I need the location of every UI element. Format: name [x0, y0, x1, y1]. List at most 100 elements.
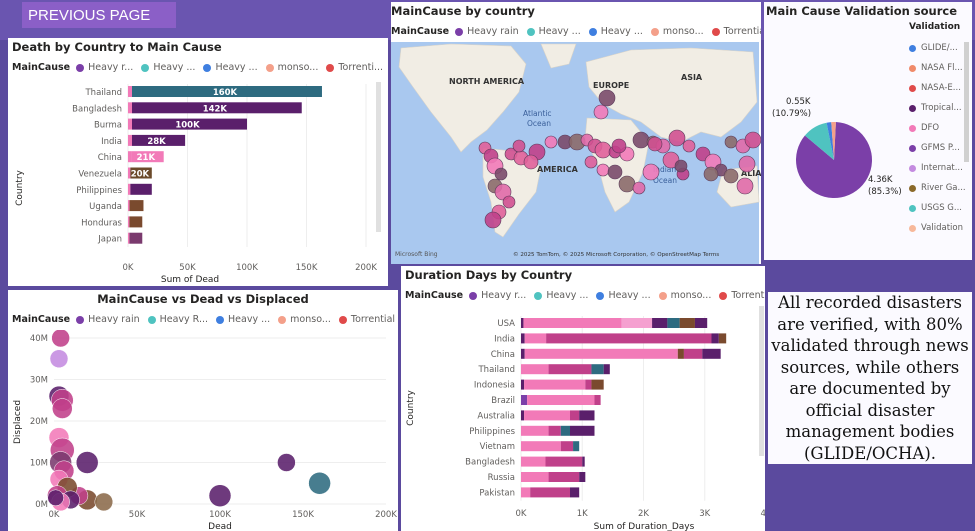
legend-item[interactable]: monso... [650, 26, 704, 37]
bar-segment[interactable] [523, 318, 622, 328]
legend-item[interactable]: Heavy ... [216, 314, 270, 325]
bar-segment[interactable] [524, 379, 586, 390]
map-bubble[interactable] [703, 166, 719, 182]
bar-segment[interactable] [718, 333, 727, 344]
pie-slice[interactable] [831, 122, 836, 160]
legend-item[interactable]: Heavy ... [596, 290, 651, 301]
map-bubble[interactable] [584, 155, 598, 169]
bar-segment[interactable] [582, 456, 585, 467]
pie-slice[interactable] [826, 122, 834, 160]
previous-page-button[interactable]: PREVIOUS PAGE [22, 2, 176, 28]
map-bubble[interactable] [593, 104, 609, 120]
scrollbar[interactable] [759, 306, 764, 456]
bar-segment[interactable] [677, 348, 684, 359]
map-bubble[interactable] [668, 129, 686, 147]
map-bubble[interactable] [594, 141, 612, 159]
legend-item[interactable]: Heavy r... [76, 62, 133, 73]
bar-segment[interactable] [521, 333, 525, 344]
map-bubble[interactable] [724, 135, 738, 149]
map-bubble[interactable] [494, 167, 508, 181]
bar-segment[interactable] [128, 134, 132, 146]
map-bubble[interactable] [662, 151, 680, 169]
world-map[interactable]: NORTH AMERICA EUROPE ASIA AMERICA Atlant… [391, 42, 761, 264]
bar-segment[interactable] [521, 364, 549, 375]
map-bubble[interactable] [523, 154, 539, 170]
legend-item[interactable]: monso... [658, 290, 711, 301]
bar-segment[interactable] [679, 318, 695, 328]
legend-item[interactable]: Torrenti... [326, 62, 383, 73]
legend-item[interactable]: Torrenti... [719, 290, 765, 301]
bar-segment[interactable] [545, 456, 583, 467]
validation-legend-item[interactable]: GLIDE/... [909, 38, 966, 58]
bar-segment[interactable] [128, 183, 131, 195]
bar-segment[interactable] [711, 333, 719, 344]
validation-legend-item[interactable]: Tropical... [909, 98, 966, 118]
bar-segment[interactable] [527, 395, 595, 405]
map-bubble[interactable] [618, 175, 636, 193]
scatter-point[interactable] [52, 398, 73, 419]
bar-segment[interactable] [570, 425, 595, 436]
bar-segment[interactable] [546, 333, 712, 344]
bar-segment[interactable] [591, 379, 604, 390]
bar-segment[interactable] [560, 441, 574, 452]
bar-segment[interactable] [521, 425, 549, 436]
legend-item[interactable]: Torrential ... [711, 26, 761, 37]
map-bubble[interactable] [674, 159, 688, 173]
bar-segment[interactable] [579, 472, 586, 482]
scatter-point[interactable] [208, 484, 232, 507]
bar-segment[interactable] [573, 441, 580, 452]
validation-legend-header[interactable]: Validation [909, 22, 961, 32]
legend-item[interactable]: Heavy ... [203, 62, 258, 73]
bar-segment[interactable] [128, 118, 132, 130]
legend-item[interactable]: Heavy ... [526, 26, 581, 37]
map-bubble[interactable] [632, 181, 646, 195]
bar[interactable] [129, 200, 144, 212]
map-bubble[interactable] [512, 139, 526, 153]
bar-segment[interactable] [591, 364, 604, 375]
bar-segment[interactable] [683, 348, 703, 359]
legend-item[interactable]: monso... [265, 62, 318, 73]
map-bubble[interactable] [607, 164, 623, 180]
bar-segment[interactable] [128, 86, 132, 97]
bar-segment[interactable] [521, 487, 531, 498]
pie-slice[interactable] [796, 122, 872, 199]
legend-item[interactable]: Heavy ... [534, 290, 588, 301]
bar-segment[interactable] [548, 425, 561, 436]
legend-item[interactable]: monso... [278, 314, 331, 325]
scatter-point[interactable] [94, 492, 114, 512]
bar-segment[interactable] [128, 216, 130, 228]
bar-segment[interactable] [570, 487, 580, 498]
bar-segment[interactable] [570, 410, 580, 421]
validation-legend-item[interactable]: DFO [909, 118, 966, 138]
bar-segment[interactable] [560, 425, 570, 436]
map-bubble[interactable] [632, 131, 650, 149]
map-bubble[interactable] [647, 136, 663, 152]
bar-segment[interactable] [667, 318, 680, 328]
map-bubble[interactable] [744, 131, 761, 149]
scatter-point[interactable] [277, 453, 296, 472]
scatter-point[interactable] [308, 472, 331, 495]
bar-segment[interactable] [128, 151, 132, 163]
bar-segment[interactable] [521, 348, 525, 359]
legend-item[interactable]: Heavy ... [588, 26, 643, 37]
validation-legend-item[interactable]: USGS G... [909, 198, 966, 218]
scatter-point[interactable] [75, 451, 99, 474]
bar-segment[interactable] [594, 395, 601, 405]
validation-legend-item[interactable]: River Ga... [909, 178, 966, 198]
bar-segment[interactable] [603, 364, 610, 375]
map-attribution[interactable]: © 2025 TomTom, © 2025 Microsoft Corporat… [513, 251, 719, 258]
map-bubble[interactable] [544, 135, 558, 149]
map-bubble[interactable] [642, 163, 660, 181]
bar-segment[interactable] [548, 364, 592, 375]
bar-segment[interactable] [702, 348, 721, 359]
legend-item[interactable]: Torrential ... [338, 314, 398, 325]
validation-legend-item[interactable]: NASA Fl... [909, 58, 966, 78]
bar-segment[interactable] [694, 318, 708, 328]
bar-segment[interactable] [521, 395, 528, 405]
legend-item[interactable]: Heavy rain [455, 26, 519, 37]
bar-segment[interactable] [521, 441, 561, 452]
bar[interactable] [132, 134, 186, 146]
pie-slice[interactable] [804, 122, 834, 160]
bar[interactable] [132, 102, 302, 114]
bar[interactable] [129, 216, 143, 228]
